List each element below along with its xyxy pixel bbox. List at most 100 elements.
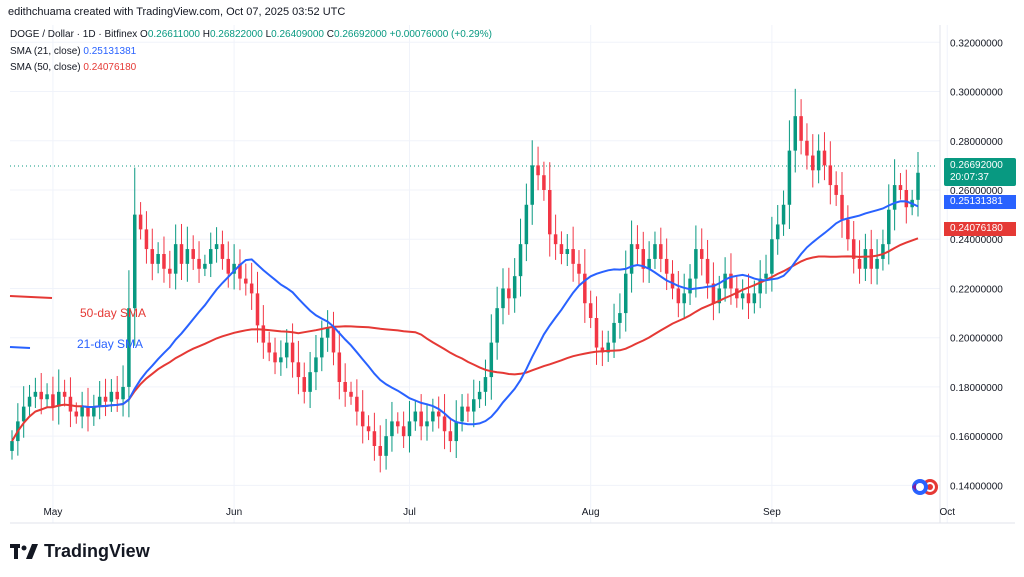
sma50-annotation: 50-day SMA xyxy=(80,306,146,320)
candle-body xyxy=(892,185,897,210)
candle xyxy=(775,205,780,255)
candle xyxy=(635,225,640,265)
candle xyxy=(62,379,67,407)
candle xyxy=(355,379,359,426)
candle-body xyxy=(793,116,798,151)
candle-body xyxy=(349,391,353,397)
candle-body xyxy=(565,249,570,254)
candle-body xyxy=(378,446,382,456)
candle xyxy=(454,400,458,459)
candle-body xyxy=(407,421,412,437)
candle xyxy=(431,398,435,432)
candle xyxy=(21,386,26,438)
candle xyxy=(314,334,318,391)
candle-body xyxy=(775,224,780,240)
candle-body xyxy=(682,293,686,304)
tradingview-logo-icon xyxy=(10,543,38,559)
author-line: edithchuama created with TradingView.com… xyxy=(8,6,346,18)
candle-body xyxy=(518,244,523,277)
candle-body xyxy=(472,399,476,412)
candle xyxy=(214,227,219,263)
tradingview-logo[interactable]: TradingView xyxy=(10,541,150,562)
candle-body xyxy=(45,394,49,400)
candle xyxy=(781,190,786,236)
candle-body xyxy=(436,411,441,417)
candle-body xyxy=(191,249,195,259)
candle-body xyxy=(705,258,710,284)
candle xyxy=(284,329,289,369)
candle-body xyxy=(273,352,277,363)
candle xyxy=(840,172,844,238)
candle-body xyxy=(132,214,137,309)
candle-body xyxy=(314,357,318,373)
candle xyxy=(816,134,821,184)
candle xyxy=(97,381,102,420)
candle-body xyxy=(618,313,622,323)
low-value: 0.26409000 xyxy=(271,29,324,40)
candle xyxy=(536,146,540,191)
price-tick-label: 0.26000000 xyxy=(950,186,1003,197)
symbol-ohlc-line: DOGE / Dollar · 1D · Bitfinex O0.2661100… xyxy=(10,29,492,40)
candle xyxy=(787,120,792,229)
candle-body xyxy=(588,303,593,318)
candle-body xyxy=(764,273,768,279)
last-price-value: 0.26692000 xyxy=(950,160,1003,171)
candle xyxy=(705,239,710,299)
candle-body xyxy=(448,431,453,442)
candle xyxy=(892,159,897,231)
sma21-legend[interactable]: SMA (21, close) 0.25131381 xyxy=(10,46,136,57)
candle-body xyxy=(454,421,458,442)
price-tick-label: 0.30000000 xyxy=(950,88,1003,99)
candle-body xyxy=(226,258,231,274)
candle-body xyxy=(80,406,84,417)
sma21-annotation: 21-day SMA xyxy=(77,337,143,351)
sma50-left-stub xyxy=(9,295,53,299)
candle xyxy=(711,262,716,321)
candle-body xyxy=(553,234,558,245)
candle xyxy=(203,254,207,277)
candle xyxy=(413,399,418,431)
candle-body xyxy=(729,273,733,289)
candle-body xyxy=(477,391,482,400)
candle-body xyxy=(255,293,260,326)
candle-body xyxy=(805,140,809,156)
candle-body xyxy=(740,293,745,299)
candle-body xyxy=(688,278,692,294)
candle xyxy=(390,401,394,452)
candle xyxy=(764,254,768,294)
candle-body xyxy=(109,391,114,402)
candle-body xyxy=(185,249,190,264)
candle xyxy=(261,305,266,359)
candle-body xyxy=(887,209,891,245)
candle-body xyxy=(781,204,786,225)
candle-body xyxy=(653,244,657,259)
candle xyxy=(904,169,909,224)
candle xyxy=(39,373,43,415)
candle xyxy=(372,412,377,461)
candle-body xyxy=(799,116,803,141)
candle xyxy=(676,270,681,318)
candle xyxy=(559,231,564,265)
candle xyxy=(477,380,482,408)
tradingview-logo-text: TradingView xyxy=(44,541,150,561)
candle xyxy=(530,140,534,225)
candle-body xyxy=(57,391,61,407)
candle xyxy=(588,290,593,329)
candle xyxy=(793,88,798,173)
candle-body xyxy=(647,258,651,269)
candle-body xyxy=(787,150,792,205)
candle xyxy=(600,330,605,367)
candle xyxy=(419,394,423,441)
candle-body xyxy=(74,411,79,417)
candle xyxy=(694,225,698,298)
candle xyxy=(121,365,125,417)
symbol-title[interactable]: DOGE / Dollar · 1D · Bitfinex xyxy=(10,29,138,40)
open-label: O xyxy=(140,29,148,40)
candle-body xyxy=(203,263,207,269)
sma50-legend[interactable]: SMA (50, close) 0.24076180 xyxy=(10,62,136,73)
candle-body xyxy=(577,263,581,274)
candle-body xyxy=(629,244,634,274)
candle-body xyxy=(512,276,517,299)
change-value: +0.00076000 (+0.29%) xyxy=(389,29,492,40)
